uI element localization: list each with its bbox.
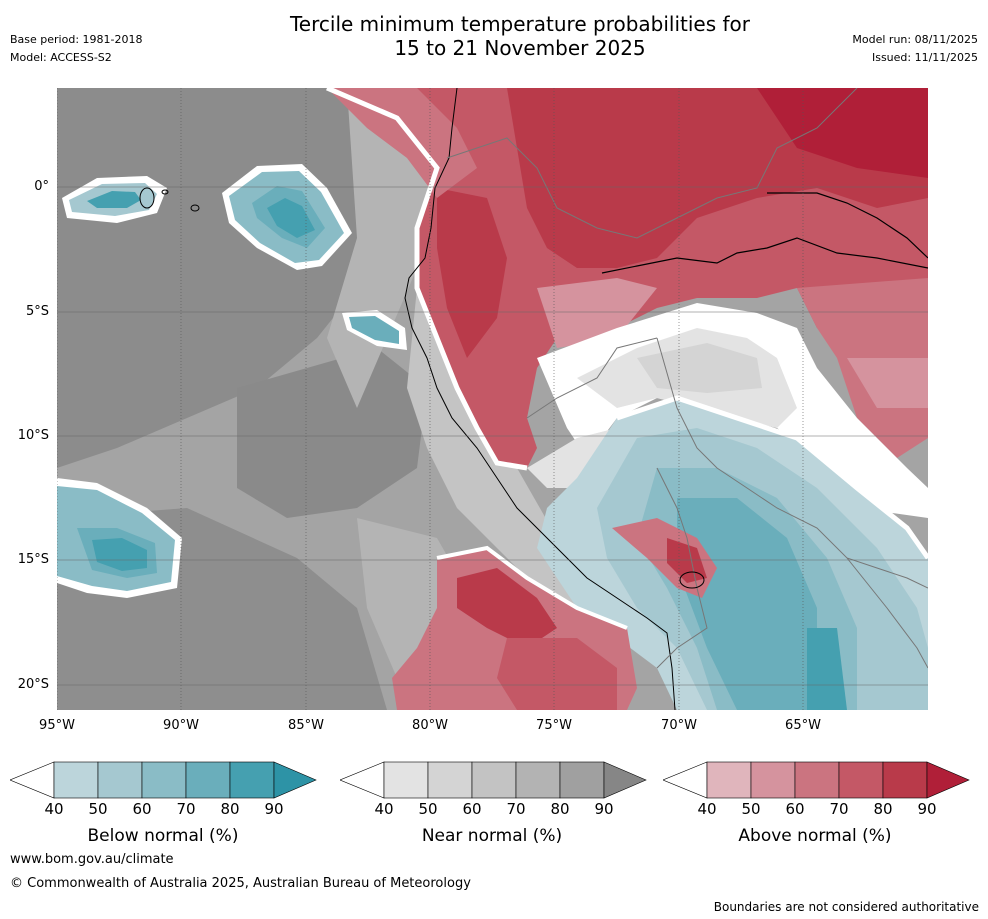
- above-tick-40: 40: [697, 800, 717, 818]
- galapagos-island-3: [190, 204, 200, 212]
- lon-label-95w: 95°W: [39, 718, 75, 733]
- above-normal-colorbar-segment-2: [750, 761, 796, 799]
- below-tick-80: 80: [220, 800, 240, 818]
- near-normal-colorbar-segment-5: [559, 761, 605, 799]
- boundary-disclaimer: Boundaries are not considered authoritat…: [713, 900, 979, 914]
- below-normal-colorbar-segment-5: [229, 761, 275, 799]
- near-normal-colorbar-segment-6: [603, 761, 647, 799]
- probability-map: [57, 88, 928, 710]
- near-normal-colorbar-segment-0: [340, 761, 385, 799]
- lon-label-75w: 75°W: [536, 718, 572, 733]
- below-tick-60: 60: [132, 800, 152, 818]
- above-normal-colorbar-segment-6: [926, 761, 970, 799]
- website-link[interactable]: www.bom.gov.au/climate: [10, 852, 174, 867]
- above-normal-colorbar-segment-3: [794, 761, 840, 799]
- issued-date: Issued: 11/11/2025: [871, 51, 978, 64]
- below-normal-colorbar-segment-6: [273, 761, 317, 799]
- near-normal-colorbar-segment-1: [383, 761, 429, 799]
- below-normal-colorbar-segment-4: [185, 761, 231, 799]
- ocean-dark-grey-central: [237, 348, 427, 518]
- above-normal-colorbar-segment-5: [882, 761, 928, 799]
- near-normal-colorbar-segment-4: [515, 761, 561, 799]
- below-tick-40: 40: [44, 800, 64, 818]
- lon-label-65w: 65°W: [785, 718, 821, 733]
- legend-below-normal: 40 50 60 70 80 90: [10, 760, 318, 820]
- near-normal-colorbar-segment-3: [471, 761, 517, 799]
- legend-near-normal: 40 50 60 70 80 90: [340, 760, 648, 820]
- near-tick-50: 50: [418, 800, 438, 818]
- below-normal-title: Below normal (%): [87, 826, 239, 846]
- near-tick-80: 80: [550, 800, 570, 818]
- model-name: Model: ACCESS-S2: [10, 51, 112, 64]
- map-title: Tercile minimum temperature probabilitie…: [0, 12, 988, 60]
- country-borders: [446, 88, 928, 669]
- near-normal-colorbar: [340, 761, 647, 799]
- base-period: Base period: 1981-2018: [10, 33, 143, 46]
- above-tick-80: 80: [873, 800, 893, 818]
- above-tick-60: 60: [785, 800, 805, 818]
- lat-label-15s: 15°S: [17, 552, 49, 567]
- below-tick-50: 50: [88, 800, 108, 818]
- title-line-2: 15 to 21 November 2025: [394, 36, 646, 60]
- above-normal-colorbar-segment-0: [663, 761, 708, 799]
- above-tick-90: 90: [917, 800, 937, 818]
- model-run: Model run: 08/11/2025: [852, 33, 978, 46]
- near-normal-colorbar-segment-2: [427, 761, 473, 799]
- lat-label-0: 0°: [34, 179, 49, 194]
- below-normal-colorbar-segment-1: [53, 761, 99, 799]
- above-normal-colorbar-segment-4: [838, 761, 884, 799]
- below-normal-colorbar: [10, 761, 317, 799]
- galapagos-island-2: [161, 189, 169, 195]
- near-tick-40: 40: [374, 800, 394, 818]
- galapagos-island-1: [139, 187, 155, 209]
- meta-right: Model run: 08/11/2025 Issued: 11/11/2025: [852, 33, 978, 69]
- lon-label-80w: 80°W: [412, 718, 448, 733]
- lon-label-85w: 85°W: [288, 718, 324, 733]
- below-normal-colorbar-segment-0: [10, 761, 55, 799]
- lon-label-90w: 90°W: [163, 718, 199, 733]
- lon-label-70w: 70°W: [661, 718, 697, 733]
- lat-label-10s: 10°S: [17, 428, 49, 443]
- amazon-river: [601, 237, 928, 274]
- near-tick-70: 70: [506, 800, 526, 818]
- lat-label-20s: 20°S: [17, 677, 49, 692]
- below-normal-colorbar-segment-3: [141, 761, 187, 799]
- copyright: © Commonwealth of Australia 2025, Austra…: [10, 876, 471, 891]
- near-tick-60: 60: [462, 800, 482, 818]
- below-normal-colorbar-segment-2: [97, 761, 143, 799]
- legend-above-normal: 40 50 60 70 80 90: [663, 760, 971, 820]
- lake-titicaca: [679, 571, 705, 589]
- below-tick-90: 90: [264, 800, 284, 818]
- above-normal-colorbar: [663, 761, 970, 799]
- near-normal-title: Near normal (%): [421, 826, 563, 846]
- title-line-1: Tercile minimum temperature probabilitie…: [289, 12, 751, 36]
- above-tick-50: 50: [741, 800, 761, 818]
- near-tick-90: 90: [594, 800, 614, 818]
- below-tick-70: 70: [176, 800, 196, 818]
- above-normal-colorbar-segment-1: [706, 761, 752, 799]
- coastline: [404, 88, 676, 710]
- meta-left: Base period: 1981-2018 Model: ACCESS-S2: [10, 33, 142, 69]
- lat-label-5s: 5°S: [25, 304, 49, 319]
- above-tick-70: 70: [829, 800, 849, 818]
- above-normal-title: Above normal (%): [738, 826, 892, 846]
